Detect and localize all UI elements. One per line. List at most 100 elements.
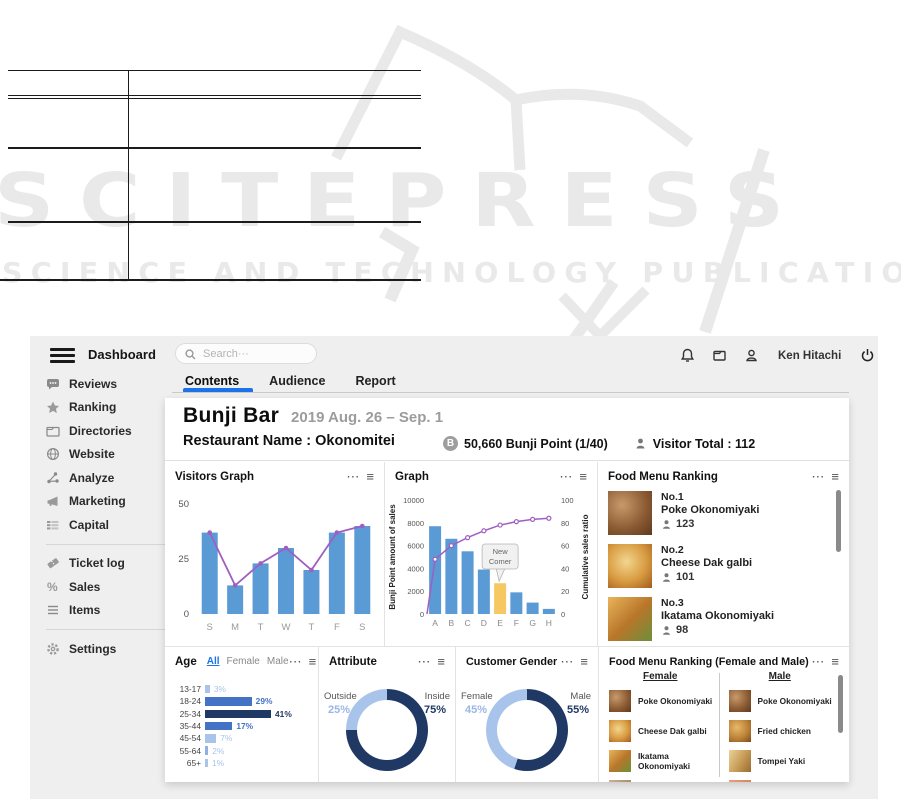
svg-text:Cumulative sales ratio: Cumulative sales ratio <box>581 514 590 599</box>
panel-attribute: Attribute ⋯ ≡ Outside 25% Inside 75% <box>318 646 455 782</box>
food-gender-item[interactable] <box>605 776 716 782</box>
search-input[interactable] <box>201 346 305 361</box>
user-name[interactable]: Ken Hitachi <box>778 349 842 362</box>
age-percent: 17% <box>236 721 254 732</box>
scrollbar[interactable] <box>838 675 843 733</box>
food-visitor-count: 101 <box>661 571 752 585</box>
panel-title: Age <box>175 655 197 668</box>
search-bar[interactable] <box>175 343 317 364</box>
panel-food-ranking-gender: Food Menu Ranking (Female and Male) ⋯ ≡ F… <box>598 646 849 782</box>
food-ranking-item[interactable]: No.3 Ikatama Okonomiyaki 98 <box>598 592 849 645</box>
age-bar-row: 65+ 1% <box>171 757 314 769</box>
pareto-chart: 0 2000 4000 6000 8000 10000 0 20 40 60 80 100 Bunji … <box>388 496 590 628</box>
visitor-icon <box>663 520 670 530</box>
more-icon[interactable]: ⋯ <box>559 469 573 484</box>
svg-text:%: % <box>47 580 58 593</box>
age-percent: 41% <box>275 708 292 719</box>
tab-contents[interactable]: Contents <box>185 374 240 388</box>
age-filter-male[interactable]: Male <box>266 656 289 667</box>
gender-donut-chart <box>486 689 568 771</box>
panel-title: Food Menu Ranking (Female and Male) <box>609 655 809 668</box>
menu-icon[interactable]: ≡ <box>831 654 839 669</box>
svg-text:60: 60 <box>561 542 569 551</box>
menu-icon[interactable]: ≡ <box>580 654 588 669</box>
sidebar-item-directories[interactable]: Directories <box>46 419 178 443</box>
more-icon[interactable]: ⋯ <box>417 654 431 669</box>
menu-icon[interactable]: ≡ <box>366 469 374 484</box>
hamburger-menu-icon[interactable] <box>50 348 75 363</box>
share-icon <box>46 471 60 485</box>
sidebar-item-ranking[interactable]: Ranking <box>46 396 178 420</box>
age-bar <box>205 746 209 755</box>
sidebar-item-label: Reviews <box>69 376 118 391</box>
slice-value: 55% <box>566 704 589 716</box>
food-photo-poke-okonomiyaki <box>608 491 652 535</box>
sidebar-item-items[interactable]: Items <box>46 599 178 623</box>
panel-customer-gender: Customer Gender ⋯ ≡ Female 45% Male 55% <box>455 646 598 782</box>
food-gender-item[interactable]: Poke Okonomiyaki <box>725 686 836 716</box>
female-column-header: Female <box>643 671 678 682</box>
menu-icon[interactable]: ≡ <box>308 654 317 669</box>
food-gender-item[interactable]: Poke Okonomiyaki <box>605 686 716 716</box>
svg-text:100: 100 <box>561 496 574 505</box>
bell-icon[interactable] <box>678 346 697 365</box>
more-icon[interactable]: ⋯ <box>560 654 574 669</box>
gear-icon <box>46 642 60 656</box>
age-filter-all[interactable]: All <box>206 656 220 667</box>
sidebar-item-settings[interactable]: Settings <box>46 637 178 661</box>
tab-report[interactable]: Report <box>355 374 396 388</box>
food-gender-item[interactable]: Cheese Dak galbi <box>605 716 716 746</box>
more-icon[interactable]: ⋯ <box>346 469 360 484</box>
svg-text:M: M <box>231 622 239 633</box>
header-stats: B 50,660 Bunji Point (1/40) Visitor Tota… <box>443 436 755 451</box>
more-icon[interactable]: ⋯ <box>288 654 302 669</box>
food-name: Poke Okonomiyaki <box>661 504 760 517</box>
sidebar-item-analyze[interactable]: Analyze <box>46 466 178 490</box>
svg-text:S: S <box>207 622 213 633</box>
power-icon[interactable] <box>858 346 877 365</box>
food-ranking-item[interactable]: No.1 Poke Okonomiyaki 123 <box>598 486 849 539</box>
menu-icon[interactable]: ≡ <box>437 654 445 669</box>
menu-icon[interactable]: ≡ <box>579 469 587 484</box>
bunji-point-value: 50,660 Bunji Point (1/40) <box>464 436 608 451</box>
food-gender-item[interactable]: Fried chicken <box>725 716 836 746</box>
sidebar-item-label: Ticket log <box>69 556 125 571</box>
sidebar-item-label: Sales <box>69 579 101 594</box>
window-icon[interactable] <box>710 346 729 365</box>
age-percent: 29% <box>255 696 273 707</box>
folder-icon <box>46 424 60 438</box>
sidebar-item-reviews[interactable]: Reviews <box>46 372 178 396</box>
search-icon <box>184 348 196 360</box>
food-gender-item[interactable] <box>725 776 836 782</box>
food-ranking-item[interactable]: No.2 Cheese Dak galbi 101 <box>598 539 849 592</box>
food-photo-ikatama-okonomiyaki <box>608 597 652 641</box>
menu-icon[interactable]: ≡ <box>831 469 839 484</box>
svg-text:C: C <box>465 618 471 628</box>
person-icon[interactable] <box>742 346 761 365</box>
age-bar-chart: 13-17 3% 18-24 29% 25-34 41% 35-44 17% 45-54 7% 55… <box>171 683 314 769</box>
svg-text:E: E <box>497 618 503 628</box>
panel-visitors-graph: Visitors Graph ⋯ ≡ 0 25 50 S M T W T F S <box>165 462 385 646</box>
svg-text:25: 25 <box>178 554 189 565</box>
sidebar-item-ticket-log[interactable]: Ticket log <box>46 552 178 576</box>
food-visitor-count: 98 <box>661 624 774 638</box>
svg-text:2000: 2000 <box>407 587 424 596</box>
sidebar-item-sales[interactable]: % Sales <box>46 575 178 599</box>
food-gender-item[interactable]: Tompei Yaki <box>725 746 836 776</box>
sidebar-item-label: Directories <box>69 423 132 438</box>
sidebar-divider <box>46 543 178 545</box>
more-icon[interactable]: ⋯ <box>811 654 825 669</box>
age-filter-female[interactable]: Female <box>226 656 260 667</box>
food-rank: No.2 <box>661 544 684 556</box>
sidebar-item-marketing[interactable]: Marketing <box>46 490 178 514</box>
slice-value: 75% <box>423 704 446 716</box>
food-photo-cheese-dak-galbi <box>608 544 652 588</box>
sidebar-item-capital[interactable]: Capital <box>46 513 178 537</box>
sidebar-item-website[interactable]: Website <box>46 443 178 467</box>
scrollbar[interactable] <box>836 490 841 552</box>
food-photo-partial <box>609 780 631 782</box>
ticket-icon <box>46 556 60 570</box>
food-gender-item[interactable]: Ikatama Okonomiyaki <box>605 746 716 776</box>
more-icon[interactable]: ⋯ <box>811 469 825 484</box>
tab-audience[interactable]: Audience <box>269 374 326 388</box>
